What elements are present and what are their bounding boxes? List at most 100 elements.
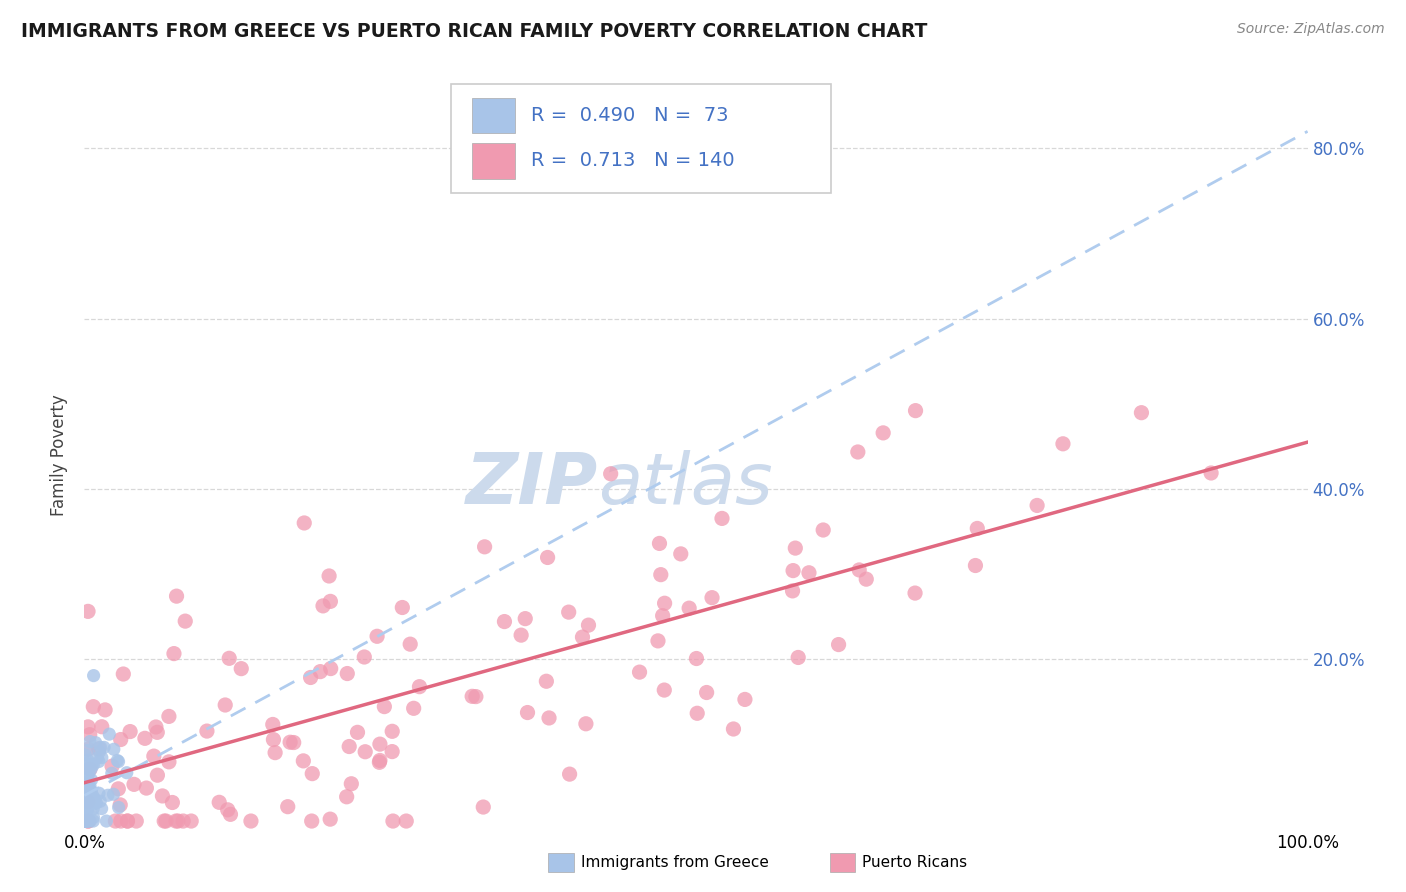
Point (277, 799, 299, 814)
Point (651, 608, 673, 623)
Point (811, 523, 834, 537)
Point (686, 706, 709, 721)
Point (166, 589, 188, 603)
Point (83, 668, 105, 682)
Point (162, 796, 184, 810)
Point (337, 739, 360, 754)
Point (75, 797, 97, 812)
Point (89, 745, 111, 759)
Point (75, 814, 97, 828)
Text: atlas: atlas (598, 450, 773, 519)
Point (76, 800, 98, 814)
Point (155, 814, 177, 828)
Point (785, 541, 807, 555)
Point (77, 720, 100, 734)
Point (217, 803, 239, 817)
Point (75, 809, 97, 823)
Point (80, 772, 103, 787)
Point (262, 717, 284, 731)
Point (782, 564, 804, 578)
Point (103, 787, 125, 801)
FancyBboxPatch shape (451, 84, 831, 193)
Point (474, 540, 496, 554)
Point (84, 736, 107, 750)
Point (75, 790, 97, 805)
Point (77, 814, 100, 828)
Point (79, 814, 101, 828)
Point (103, 742, 125, 756)
Point (696, 685, 718, 699)
Point (80, 784, 103, 798)
Point (107, 781, 129, 796)
Point (575, 716, 598, 731)
Point (319, 812, 342, 826)
Point (336, 789, 359, 804)
Point (82, 797, 104, 812)
Point (77, 754, 100, 768)
Point (90, 750, 112, 764)
Point (368, 737, 391, 751)
Point (77, 766, 100, 780)
Point (112, 667, 135, 681)
Point (319, 594, 342, 608)
Point (125, 814, 148, 828)
Point (578, 618, 600, 632)
Point (97, 789, 120, 803)
Point (904, 403, 927, 417)
Point (76, 743, 98, 757)
Point (408, 680, 430, 694)
Point (76, 771, 98, 785)
Point (172, 814, 194, 828)
Point (797, 566, 820, 580)
Point (75, 762, 97, 776)
Point (75, 789, 97, 803)
Point (79, 734, 101, 748)
Point (93, 740, 115, 755)
Point (75, 795, 97, 809)
Point (264, 746, 287, 760)
Point (152, 789, 174, 803)
Point (76, 756, 98, 771)
Point (117, 814, 139, 828)
Point (101, 759, 124, 773)
Point (82, 699, 104, 714)
Text: Puerto Ricans: Puerto Ricans (862, 855, 967, 870)
Point (599, 467, 621, 481)
Point (142, 749, 165, 764)
Point (157, 755, 180, 769)
Point (872, 425, 894, 440)
Point (75, 807, 97, 822)
Point (73, 814, 96, 828)
Point (669, 547, 692, 561)
Point (966, 521, 988, 535)
Point (654, 596, 676, 610)
Point (167, 814, 190, 828)
Point (557, 605, 579, 619)
Point (219, 807, 242, 822)
Point (855, 572, 877, 586)
Text: IMMIGRANTS FROM GREECE VS PUERTO RICAN FAMILY POVERTY CORRELATION CHART: IMMIGRANTS FROM GREECE VS PUERTO RICAN F… (21, 22, 928, 41)
Point (301, 766, 323, 780)
Point (301, 814, 323, 828)
Point (90, 801, 112, 815)
Point (827, 638, 849, 652)
Point (96, 814, 118, 828)
Point (650, 567, 672, 582)
Text: Immigrants from Greece: Immigrants from Greece (581, 855, 769, 870)
Point (75, 777, 97, 791)
Point (77, 788, 100, 802)
Point (787, 650, 810, 665)
Point (117, 814, 139, 828)
Point (734, 692, 756, 706)
Text: Source: ZipAtlas.com: Source: ZipAtlas.com (1237, 22, 1385, 37)
Point (122, 777, 145, 791)
Point (98, 727, 121, 741)
Y-axis label: Family Poverty: Family Poverty (51, 394, 69, 516)
Point (76, 777, 98, 791)
Point (80, 757, 103, 772)
Point (318, 569, 340, 583)
Point (846, 445, 869, 459)
Point (77, 814, 100, 828)
Point (82, 814, 104, 828)
Point (107, 800, 129, 814)
